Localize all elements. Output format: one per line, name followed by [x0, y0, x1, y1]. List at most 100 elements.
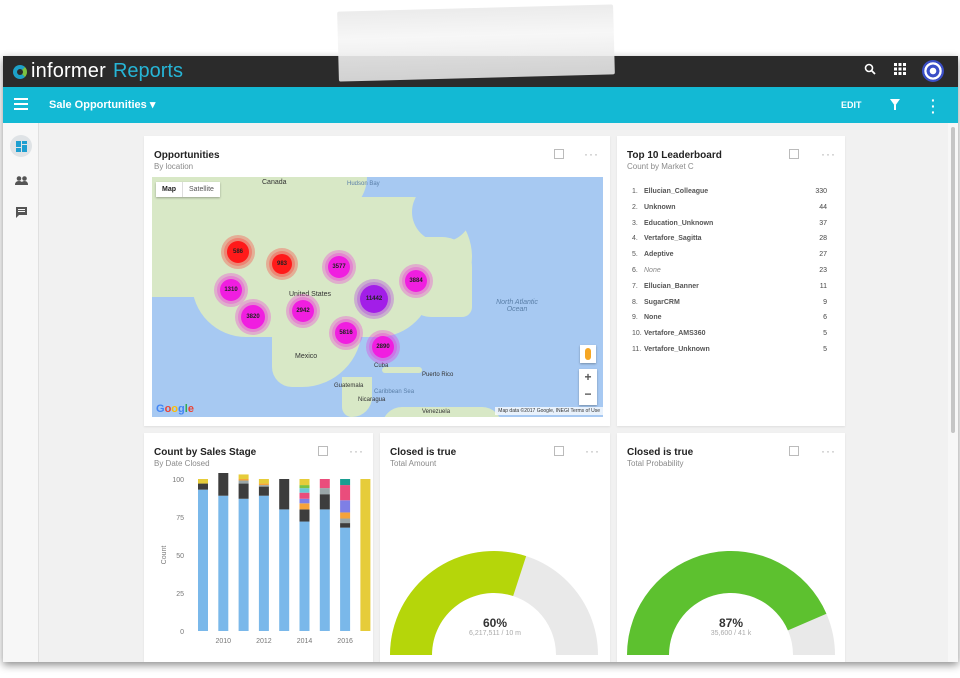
bar-segment[interactable]	[299, 479, 310, 486]
bar-segment[interactable]	[340, 500, 351, 513]
edit-button[interactable]: EDIT	[841, 100, 862, 110]
bar-segment[interactable]	[218, 473, 229, 496]
land-cuba	[382, 367, 422, 373]
bar-segment[interactable]	[238, 498, 249, 631]
rank: 6.	[632, 267, 638, 274]
market-label: Unknown	[644, 203, 676, 211]
zoom-in-button[interactable]: +	[584, 370, 592, 384]
leaderboard-row[interactable]: 2. Unknown 44	[632, 204, 827, 211]
map-cluster-marker[interactable]: 586	[227, 241, 249, 263]
dashboard-icon[interactable]	[10, 135, 32, 157]
bar-segment[interactable]	[238, 479, 249, 481]
leaderboard-row[interactable]: 9. None 6	[632, 314, 827, 321]
bar-segment[interactable]	[198, 483, 208, 490]
app-bar: Sale Opportunities ▾ EDIT · · ·	[3, 87, 958, 123]
bar-segment[interactable]	[340, 518, 351, 524]
bar-segment[interactable]	[258, 479, 269, 484]
bar-segment[interactable]	[258, 483, 269, 486]
open-external-icon[interactable]	[554, 446, 564, 456]
bar-segment[interactable]	[218, 495, 229, 631]
open-external-icon[interactable]	[789, 149, 799, 159]
bar-segment[interactable]	[198, 489, 208, 631]
leaderboard-row[interactable]: 4. Vertafore_Sagitta 28	[632, 235, 827, 242]
bar-segment[interactable]	[299, 498, 310, 504]
rank: 11.	[632, 346, 642, 353]
leaderboard-row[interactable]: 8. SugarCRM 9	[632, 299, 827, 306]
market-label: None	[644, 267, 661, 274]
bar-segment[interactable]	[279, 509, 290, 631]
bar-segment[interactable]	[299, 509, 310, 522]
y-tick-label: 50	[176, 553, 184, 560]
market-label: Education_Unknown	[644, 219, 714, 227]
leaderboard-row[interactable]: 1. Ellucian_Colleague 330	[632, 188, 827, 195]
people-icon[interactable]	[10, 169, 32, 191]
bar-segment[interactable]	[299, 503, 310, 510]
map-cluster-marker[interactable]: 5816	[335, 322, 357, 344]
bar-segment[interactable]	[319, 509, 330, 631]
map-cluster-marker[interactable]: 3577	[328, 256, 350, 278]
filter-icon[interactable]	[890, 99, 900, 110]
open-external-icon[interactable]	[789, 446, 799, 456]
report-selector[interactable]: Sale Opportunities ▾	[49, 98, 155, 111]
leaderboard-row[interactable]: 6. None 23	[632, 267, 827, 274]
bar-segment[interactable]	[340, 485, 351, 501]
leaderboard-row[interactable]: 10. Vertafore_AMS360 5	[632, 330, 827, 337]
more-vert-icon[interactable]: · · ·	[931, 92, 936, 120]
bar-segment[interactable]	[238, 483, 249, 499]
menu-icon[interactable]	[14, 98, 28, 110]
leaderboard-row[interactable]: 3. Education_Unknown 37	[632, 220, 827, 227]
scroll-thumb[interactable]	[951, 127, 955, 433]
bar-segment[interactable]	[299, 488, 310, 493]
map-cluster-marker[interactable]: 11442	[360, 285, 388, 313]
leaderboard-row[interactable]: 11. Vertafore_Unknown 5	[632, 346, 827, 353]
open-external-icon[interactable]	[554, 149, 564, 159]
scrollbar[interactable]	[948, 123, 958, 662]
bar-segment[interactable]	[238, 480, 249, 484]
bar-segment[interactable]	[299, 492, 310, 499]
bar-segment[interactable]	[198, 479, 208, 484]
map-cluster-marker[interactable]: 2942	[292, 300, 314, 322]
map-cluster-marker[interactable]: 3820	[241, 305, 265, 329]
app-logo[interactable]: informer Reports	[13, 60, 183, 83]
leaderboard-row[interactable]: 7. Ellucian_Banner 11	[632, 283, 827, 290]
bar-segment[interactable]	[340, 512, 351, 519]
bar-segment[interactable]	[319, 488, 330, 495]
bar-segment[interactable]	[360, 479, 371, 631]
bar-segment[interactable]	[319, 479, 330, 489]
more-horiz-icon[interactable]: ···	[821, 444, 836, 458]
bar-segment[interactable]	[340, 479, 351, 486]
map-button[interactable]: Map	[162, 186, 176, 193]
bar-segment[interactable]	[299, 521, 310, 631]
satellite-button[interactable]: Satellite	[182, 182, 220, 197]
bar-segment[interactable]	[340, 523, 351, 528]
more-horiz-icon[interactable]: ···	[349, 444, 364, 458]
bar-segment[interactable]	[258, 495, 269, 631]
leaderboard-row[interactable]: 5. Adeptive 27	[632, 251, 827, 258]
closed-probability-card: Closed is true Total Probability ··· 87%…	[617, 433, 845, 662]
bar-segment[interactable]	[340, 527, 351, 631]
user-avatar[interactable]	[922, 60, 944, 82]
more-horiz-icon[interactable]: ···	[585, 444, 600, 458]
bar-segment[interactable]	[299, 485, 310, 489]
map-view[interactable]: Map Satellite Canada Hudson Bay United S…	[152, 177, 603, 417]
bar-segment[interactable]	[319, 494, 330, 510]
map-cluster-marker[interactable]: 2890	[372, 336, 394, 358]
more-horiz-icon[interactable]: ···	[821, 147, 836, 161]
market-label: Vertafore_Unknown	[644, 346, 710, 353]
pegman-icon[interactable]	[580, 345, 596, 363]
bar-segment[interactable]	[258, 486, 269, 496]
map-credit[interactable]: Map data ©2017 Google, INEGI Terms of Us…	[495, 407, 603, 415]
bar-segment[interactable]	[258, 485, 269, 487]
search-icon[interactable]	[864, 63, 876, 78]
chat-icon[interactable]	[10, 201, 32, 223]
map-cluster-marker[interactable]: 3884	[405, 270, 427, 292]
bar-segment[interactable]	[238, 474, 249, 479]
map-cluster-marker[interactable]: 1310	[220, 279, 242, 301]
bar-segment[interactable]	[279, 479, 290, 510]
apps-grid-icon[interactable]	[894, 63, 906, 78]
map-cluster-marker[interactable]: 983	[272, 254, 292, 274]
more-horiz-icon[interactable]: ···	[584, 147, 599, 161]
open-external-icon[interactable]	[318, 446, 328, 456]
zoom-out-button[interactable]: −	[584, 387, 592, 401]
y-tick-label: 25	[176, 591, 184, 598]
